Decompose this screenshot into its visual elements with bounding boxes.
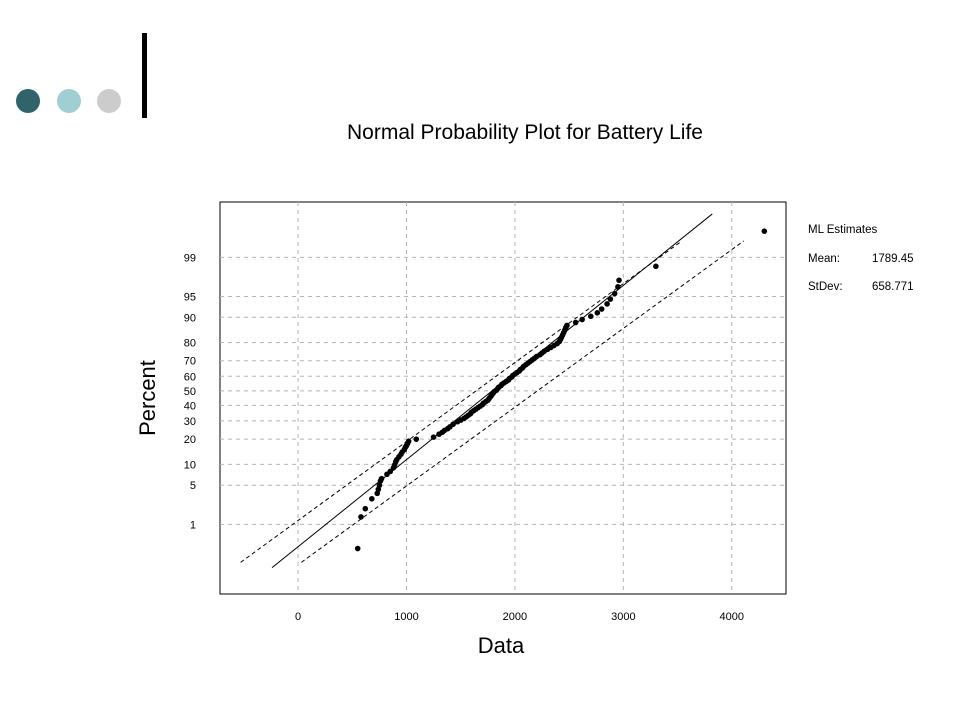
y-tick-label: 1 — [190, 519, 196, 531]
data-point — [598, 306, 605, 312]
y-tick-label: 95 — [184, 291, 196, 303]
data-point — [564, 322, 570, 329]
data-point — [450, 421, 456, 428]
data-point — [369, 495, 375, 502]
grid — [220, 202, 786, 594]
y-tick-label: 90 — [184, 312, 196, 324]
x-tick-label: 2000 — [503, 611, 527, 623]
data-point — [579, 316, 585, 323]
data-point — [376, 482, 383, 489]
chart-title: Normal Probability Plot for Battery Life — [347, 121, 703, 144]
y-tick-label: 60 — [184, 371, 196, 383]
data-point — [358, 514, 364, 520]
confidence-band-lower — [301, 240, 745, 563]
y-tick-label: 10 — [184, 459, 196, 471]
y-tick-label: 70 — [184, 356, 196, 368]
mean-label: Mean: — [808, 253, 840, 265]
decor-dot-gray — [97, 89, 121, 113]
y-tick-label: 5 — [190, 480, 196, 492]
x-tick-label: 4000 — [720, 611, 744, 623]
x-tick-label: 0 — [295, 611, 301, 623]
stdev-label: StDev: — [808, 281, 843, 293]
data-point — [362, 505, 369, 512]
data-point — [611, 290, 618, 297]
x-axis-title: Data — [478, 633, 525, 658]
decor-vertical-bar — [142, 33, 147, 118]
data-points — [354, 228, 768, 552]
y-tick-label: 20 — [184, 434, 196, 446]
x-tick-label: 3000 — [611, 611, 635, 623]
stats-heading: ML Estimates — [808, 224, 877, 236]
tick-labels: 0 1000 2000 3000 4000 1 5 10 20 30 40 50 60 70 80 90 95 9… — [184, 252, 744, 623]
y-tick-label: 99 — [184, 252, 196, 264]
data-point — [405, 438, 412, 445]
data-point — [653, 263, 659, 270]
data-point — [387, 468, 394, 475]
data-point — [354, 545, 361, 552]
data-point — [761, 228, 768, 234]
confidence-band-upper — [240, 240, 683, 563]
ml-estimates-box: ML Estimates Mean: 1789.45 StDev: 658.77… — [808, 224, 914, 293]
data-point — [378, 475, 385, 482]
y-tick-label: 50 — [184, 386, 196, 398]
data-point — [588, 313, 594, 320]
stdev-value: 658.771 — [872, 281, 914, 293]
decor-dot-teal — [57, 89, 81, 113]
data-point — [413, 436, 420, 442]
y-axis-title: Percent — [135, 360, 160, 436]
data-point — [572, 319, 579, 326]
plot-frame — [219, 201, 787, 595]
y-tick-label: 30 — [184, 416, 196, 428]
data-point — [604, 301, 610, 307]
data-point — [616, 277, 622, 284]
confidence-bands — [240, 240, 745, 563]
mean-value: 1789.45 — [872, 253, 914, 265]
data-point — [594, 310, 601, 316]
decor-dot-dark — [16, 89, 40, 113]
x-tick-label: 1000 — [394, 611, 418, 623]
data-point — [607, 296, 614, 302]
data-point — [430, 434, 437, 440]
y-tick-label: 80 — [184, 338, 196, 350]
data-point — [615, 284, 621, 290]
y-tick-label: 40 — [184, 400, 196, 412]
